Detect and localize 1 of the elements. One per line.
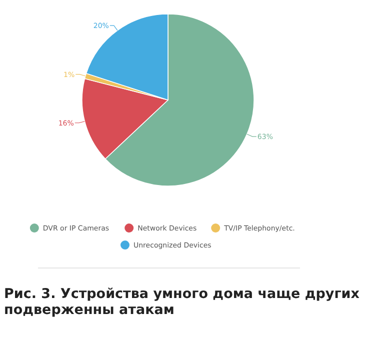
text: Рис. 3. Устройства умного дома чаще других подверженны атакам [4,286,360,318]
